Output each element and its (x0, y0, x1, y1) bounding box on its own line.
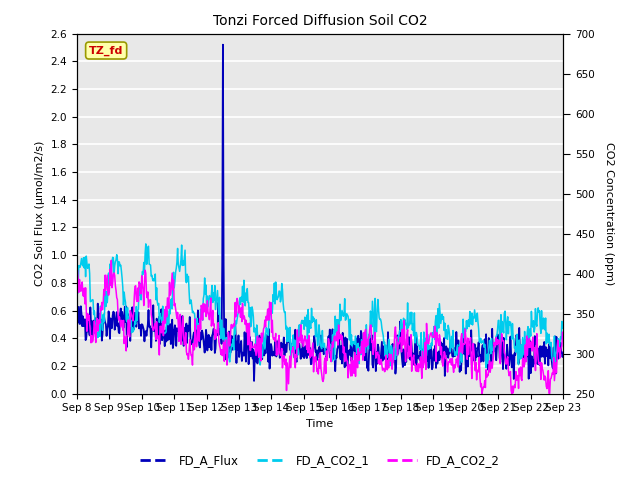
Y-axis label: CO2 Soil Flux (μmol/m2/s): CO2 Soil Flux (μmol/m2/s) (35, 141, 45, 286)
Legend: FD_A_Flux, FD_A_CO2_1, FD_A_CO2_2: FD_A_Flux, FD_A_CO2_1, FD_A_CO2_2 (135, 449, 505, 472)
Text: TZ_fd: TZ_fd (89, 46, 124, 56)
X-axis label: Time: Time (307, 419, 333, 429)
Title: Tonzi Forced Diffusion Soil CO2: Tonzi Forced Diffusion Soil CO2 (212, 14, 428, 28)
Y-axis label: CO2 Concentration (ppm): CO2 Concentration (ppm) (604, 142, 614, 285)
